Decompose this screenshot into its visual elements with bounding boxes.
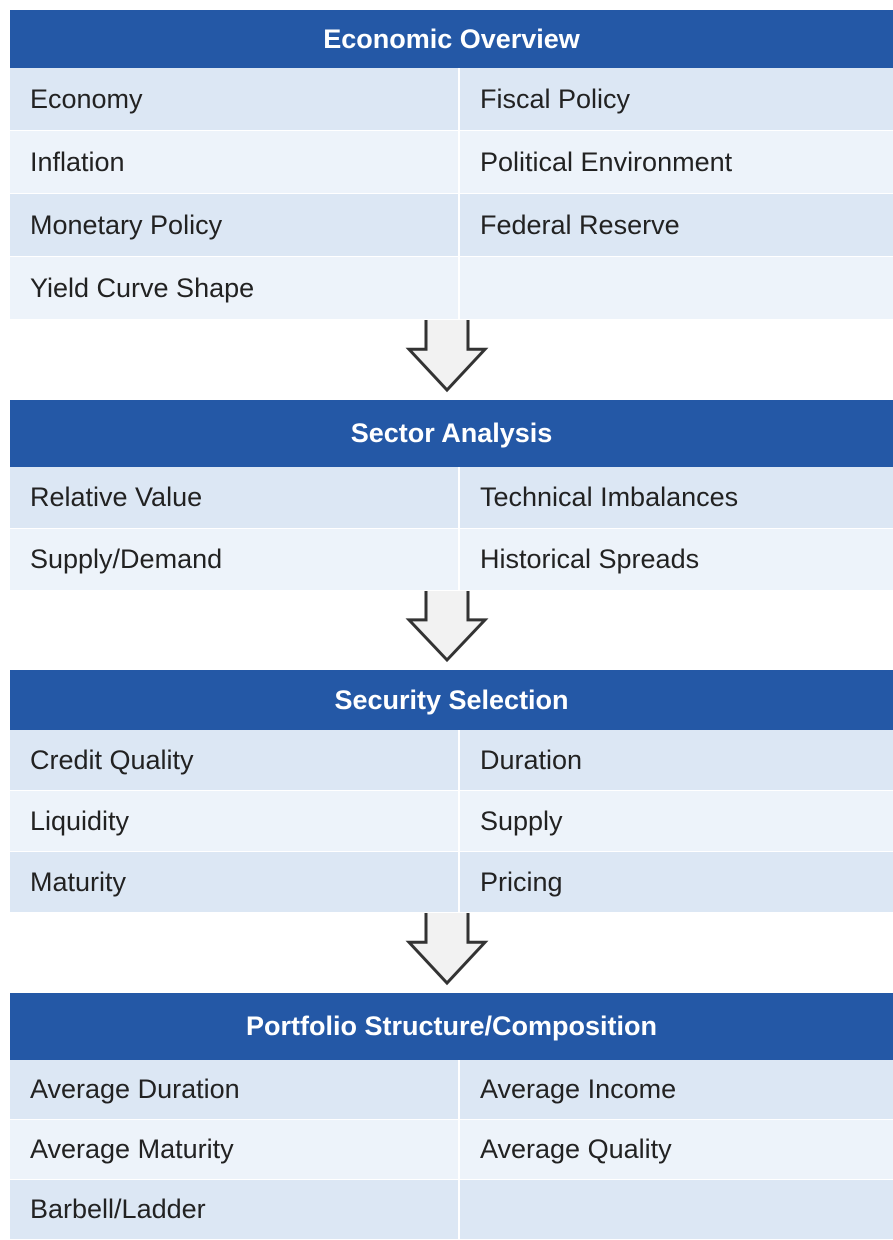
- cell: Federal Reserve: [458, 194, 893, 257]
- cell: Yield Curve Shape: [10, 257, 458, 320]
- cell: Average Maturity: [10, 1120, 458, 1180]
- section-header: Portfolio Structure/Composition: [10, 993, 893, 1060]
- cell: Credit Quality: [10, 730, 458, 791]
- cell: Pricing: [458, 852, 893, 913]
- cell: Barbell/Ladder: [10, 1180, 458, 1240]
- cell: Average Income: [458, 1060, 893, 1120]
- section-header: Economic Overview: [10, 10, 893, 68]
- cell: Liquidity: [10, 791, 458, 852]
- empty-cell: [458, 1180, 893, 1240]
- section-header: Sector Analysis: [10, 400, 893, 467]
- cell: Monetary Policy: [10, 194, 458, 257]
- cell: Average Quality: [458, 1120, 893, 1180]
- cell: Inflation: [10, 131, 458, 194]
- cell: Political Environment: [458, 131, 893, 194]
- down-arrow: [405, 907, 489, 986]
- empty-cell: [458, 257, 893, 320]
- down-arrow: [405, 314, 489, 393]
- cell: Maturity: [10, 852, 458, 913]
- cell: Historical Spreads: [458, 529, 893, 591]
- cell: Supply/Demand: [10, 529, 458, 591]
- cell: Duration: [458, 730, 893, 791]
- cell: Fiscal Policy: [458, 68, 893, 131]
- cell: Relative Value: [10, 467, 458, 529]
- cell: Supply: [458, 791, 893, 852]
- down-arrow: [405, 585, 489, 663]
- cell: Economy: [10, 68, 458, 131]
- cell: Technical Imbalances: [458, 467, 893, 529]
- cell: Average Duration: [10, 1060, 458, 1120]
- section-header: Security Selection: [10, 670, 893, 730]
